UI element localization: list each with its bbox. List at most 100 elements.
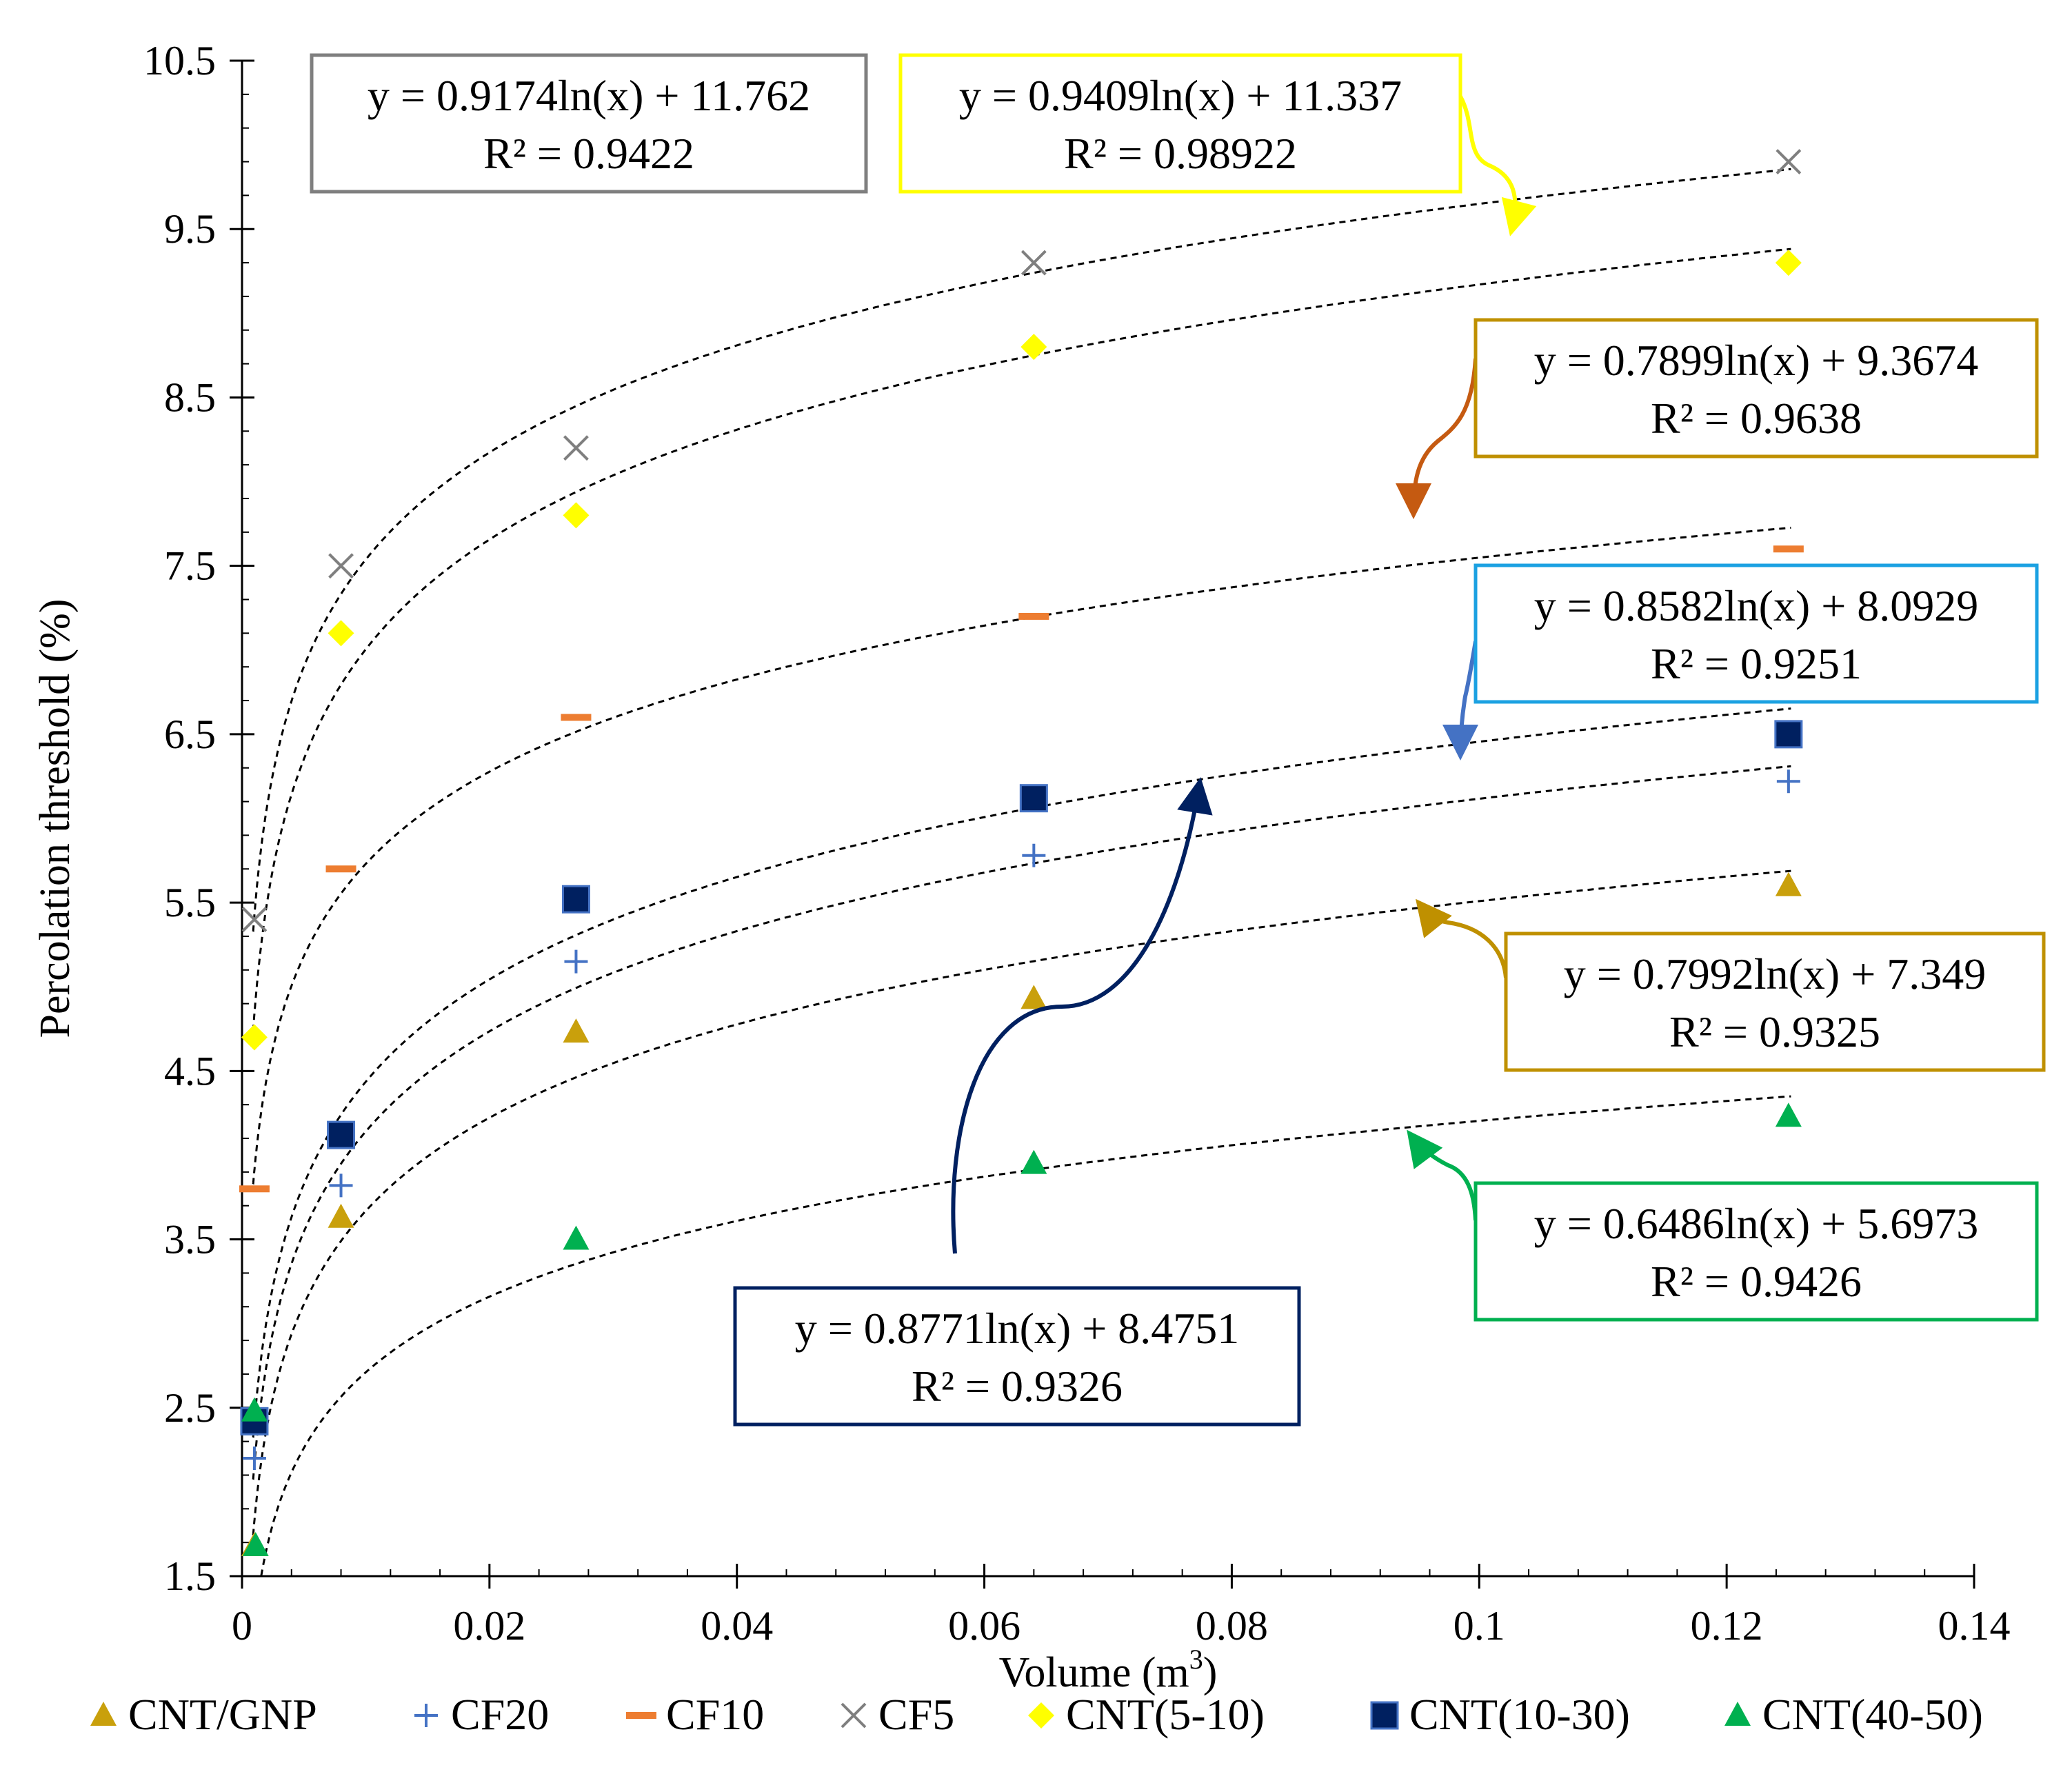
point-cf20	[1776, 769, 1800, 794]
square-marker	[1019, 784, 1048, 813]
r-squared-text: R² = 0.9326	[912, 1362, 1123, 1411]
arrowhead-cnt-5-10-	[1501, 197, 1537, 236]
point-cnt-10-30-	[327, 1120, 356, 1149]
legend-item-cf20: CF20	[414, 1690, 549, 1739]
point-cf5	[1776, 149, 1802, 174]
point-cnt-5-10-	[1775, 250, 1802, 276]
x-tick-label: 0.02	[453, 1603, 525, 1649]
x-tick-label: 0.06	[948, 1603, 1020, 1649]
cross-marker	[241, 907, 268, 932]
point-cf10	[1018, 612, 1049, 620]
point-cnt-gnp	[328, 1203, 354, 1228]
arrow-cnt-10-30-	[951, 782, 1202, 1254]
data-points	[239, 149, 1804, 1557]
r-squared-text: R² = 0.9422	[483, 129, 694, 178]
cross-marker	[1020, 250, 1047, 276]
dash-marker	[626, 1712, 656, 1719]
dash-marker	[1018, 612, 1049, 620]
point-cnt-10-30-	[1019, 784, 1048, 813]
triangle-marker	[242, 1532, 269, 1557]
x-axis-title: Volume (m3)	[999, 1644, 1218, 1696]
y-tick-label: 2.5	[164, 1385, 216, 1431]
x-tick-label: 0.12	[1691, 1603, 1763, 1649]
diamond-marker	[328, 620, 354, 647]
arrowhead-cf10	[1396, 483, 1431, 519]
legend-item-cf5: CF5	[841, 1690, 954, 1739]
equation-box	[898, 53, 1462, 194]
cross-marker	[841, 1702, 867, 1729]
point-cnt-40-50-	[242, 1532, 269, 1557]
r-squared-text: R² = 0.9325	[1669, 1007, 1880, 1056]
point-cf5	[563, 435, 589, 461]
equation-text: y = 0.9174ln(x) + 11.762	[368, 71, 810, 120]
legend-marker	[841, 1702, 867, 1729]
arrowhead-cnt-10-30-	[1177, 777, 1213, 816]
legend-marker	[626, 1712, 656, 1719]
x-tick-label: 0.08	[1196, 1603, 1268, 1649]
point-cf10	[1773, 545, 1804, 553]
legend-label: CNT(10-30)	[1409, 1690, 1630, 1739]
callout-cf5: y = 0.9174ln(x) + 11.762 R² = 0.9422	[310, 53, 868, 194]
triangle-marker	[563, 1018, 590, 1043]
trendline-cf5	[252, 168, 1791, 932]
point-cnt-gnp	[563, 1018, 590, 1043]
callout-cf20: y = 0.8582ln(x) + 8.0929 R² = 0.9251	[1442, 563, 2039, 760]
x-tick-label: 0.1	[1454, 1603, 1505, 1649]
equation-box	[733, 1286, 1301, 1427]
axes: 1.5 2.5 3.5 4.5 5.5 6.5 7.5 8.5 9.5 10.5 0 0.02 0.04…	[32, 38, 2011, 1696]
trendline-cnt-40-50-	[260, 1095, 1791, 1576]
arrowhead-cnt-40-50-	[1407, 1129, 1443, 1169]
diamond-marker	[1028, 1702, 1054, 1729]
x-tick-label: 0.04	[701, 1603, 773, 1649]
diamond-marker	[241, 1024, 268, 1051]
legend: CNT/GNP CF20 CF10 CF5 CNT(5-10) CNT(10-30) CNT…	[90, 1690, 1983, 1739]
legend-marker	[90, 1702, 117, 1726]
plus-marker	[1776, 769, 1800, 794]
point-cf10	[325, 865, 356, 873]
y-tick-label: 5.5	[164, 880, 216, 925]
trendline-cnt-gnp	[252, 869, 1791, 1536]
legend-item-cnt-10-30-: CNT(10-30)	[1370, 1690, 1630, 1739]
triangle-marker	[1775, 1102, 1802, 1127]
point-cnt-40-50-	[1775, 1102, 1802, 1127]
x-tick-label: 0	[232, 1603, 252, 1649]
diamond-marker	[563, 502, 590, 529]
diamond-marker	[1020, 334, 1047, 361]
triangle-marker	[90, 1702, 117, 1726]
dash-marker	[239, 1185, 270, 1193]
trendline-cnt-5-10-	[252, 248, 1791, 1031]
dash-marker	[325, 865, 356, 873]
plus-marker	[1022, 843, 1046, 867]
y-tick-label: 9.5	[164, 206, 216, 252]
square-marker	[561, 885, 590, 914]
y-axis-title: Percolation threshold (%)	[32, 598, 79, 1038]
r-squared-text: R² = 0.9638	[1651, 394, 1862, 443]
legend-label: CNT/GNP	[128, 1690, 317, 1739]
square-marker	[1370, 1701, 1399, 1730]
plus-marker	[414, 1704, 438, 1727]
r-squared-text: R² = 0.98922	[1064, 129, 1297, 178]
point-cnt-10-30-	[1774, 720, 1803, 749]
plus-marker	[329, 1173, 353, 1198]
callout-cf10: y = 0.7899ln(x) + 9.3674 R² = 0.9638	[1396, 318, 2039, 519]
point-cf5	[241, 907, 268, 932]
point-cnt-10-30-	[561, 885, 590, 914]
dash-marker	[1773, 545, 1804, 553]
point-cf10	[239, 1185, 270, 1193]
cross-marker	[1776, 149, 1802, 174]
triangle-marker	[563, 1225, 590, 1250]
point-cnt-5-10-	[563, 502, 590, 529]
point-cnt-5-10-	[1020, 334, 1047, 361]
point-cf10	[561, 714, 592, 721]
trendline-cf20	[252, 765, 1791, 1480]
point-cnt-gnp	[1020, 985, 1047, 1009]
equation-box	[1473, 563, 2039, 704]
legend-item-cnt-40-50-: CNT(40-50)	[1724, 1690, 1983, 1739]
plus-marker	[564, 949, 588, 974]
equation-text: y = 0.7899ln(x) + 9.3674	[1534, 336, 1979, 385]
point-cf20	[242, 1447, 266, 1471]
square-marker	[1774, 720, 1803, 749]
point-cnt-5-10-	[328, 620, 354, 647]
plus-marker	[242, 1447, 266, 1471]
